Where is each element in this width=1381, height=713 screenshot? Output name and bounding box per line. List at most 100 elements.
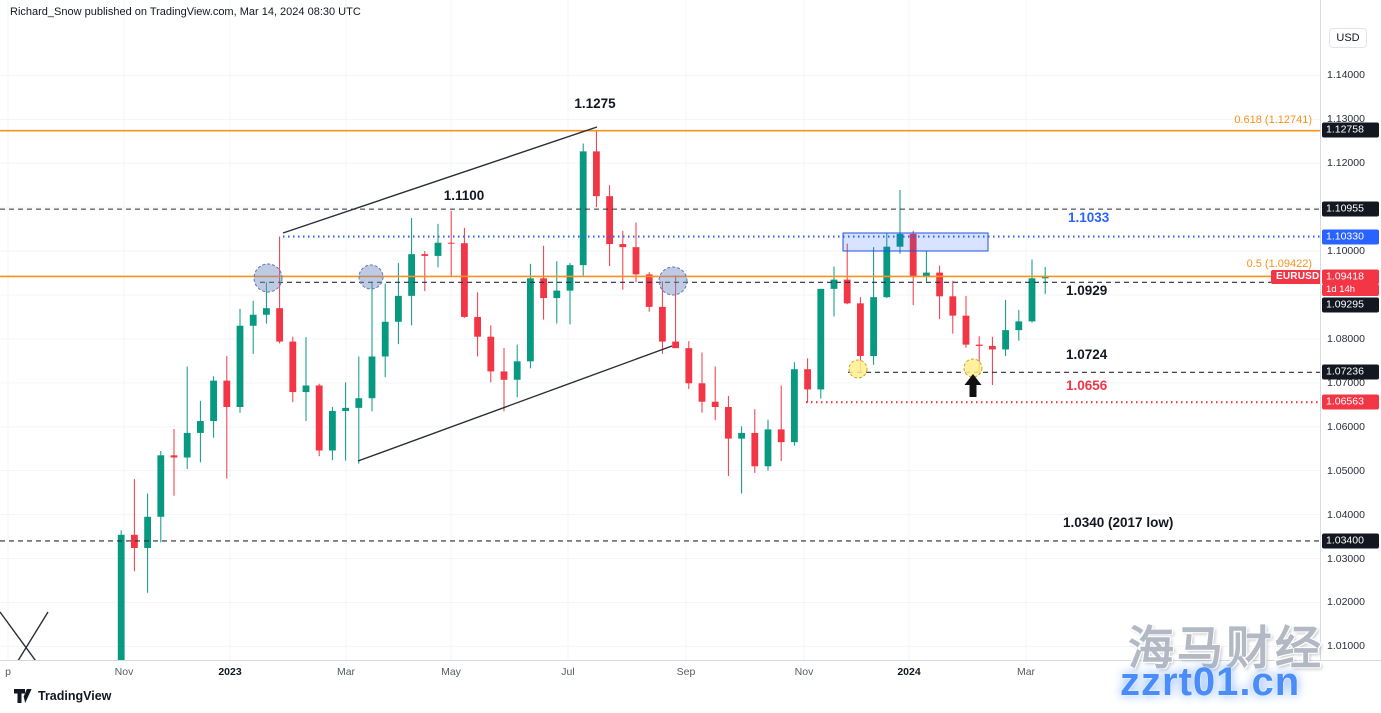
highlight-circle-blue bbox=[658, 266, 688, 296]
candle bbox=[487, 336, 495, 372]
candle bbox=[936, 272, 943, 297]
price-axis-badge: 1.03400 bbox=[1322, 533, 1379, 549]
candle bbox=[632, 247, 640, 275]
price-axis[interactable]: USD 1.14000 1.13000 1.12000 1.10000 1.08000 1… bbox=[1320, 0, 1381, 682]
candle bbox=[962, 315, 970, 345]
candle bbox=[513, 361, 521, 380]
candle bbox=[619, 244, 627, 248]
price-axis-label: 1.08000 bbox=[1327, 332, 1365, 345]
candle bbox=[804, 369, 811, 390]
candle bbox=[249, 314, 257, 326]
corner-trendline-a bbox=[0, 611, 36, 660]
candle bbox=[395, 295, 402, 322]
candle bbox=[672, 341, 679, 349]
candle bbox=[1041, 276, 1049, 279]
time-axis-label: p bbox=[5, 666, 11, 678]
time-axis-label: Mar bbox=[1016, 666, 1036, 678]
price-axis-label: 1.14000 bbox=[1327, 69, 1365, 82]
candle bbox=[711, 401, 719, 407]
candle bbox=[1028, 278, 1036, 322]
candle bbox=[923, 272, 930, 277]
candlestick-chart bbox=[0, 0, 1320, 660]
candle bbox=[896, 233, 904, 247]
price-axis-label: 1.06000 bbox=[1327, 420, 1365, 433]
candle bbox=[144, 516, 151, 548]
chart-canvas[interactable]: EURUSD 1.1275 1.1100 1.1033 1.0929 1.0724 1.0… bbox=[0, 0, 1320, 660]
candle bbox=[223, 380, 231, 407]
candle bbox=[434, 242, 442, 256]
candle bbox=[408, 254, 415, 296]
symbol-price-tag: EURUSD bbox=[1271, 270, 1320, 284]
channel-lower-trendline bbox=[357, 345, 673, 462]
candle bbox=[131, 534, 138, 548]
candle bbox=[329, 410, 336, 451]
candle bbox=[830, 279, 838, 289]
price-axis-label: 1.01000 bbox=[1327, 640, 1365, 653]
currency-toggle-button[interactable]: USD bbox=[1329, 28, 1367, 48]
candle bbox=[276, 308, 283, 342]
price-axis-label: 1.05000 bbox=[1327, 464, 1365, 477]
candle bbox=[342, 407, 349, 411]
price-axis-label: 1.10000 bbox=[1327, 245, 1365, 258]
price-axis-label: 1.13000 bbox=[1327, 113, 1365, 126]
candle bbox=[659, 306, 666, 342]
highlight-circle-blue bbox=[358, 264, 384, 290]
price-axis-label: 1.12000 bbox=[1327, 157, 1365, 170]
candle bbox=[579, 151, 587, 266]
time-axis-label: 2023 bbox=[218, 666, 242, 678]
tradingview-logo-icon bbox=[14, 689, 32, 703]
candle bbox=[236, 325, 244, 407]
candle bbox=[197, 421, 204, 433]
time-axis[interactable]: p Nov 2023 Mar May Jul Sep Nov 2024 Mar bbox=[0, 660, 1381, 682]
candle bbox=[738, 432, 745, 439]
price-axis-badge: 1.09295 bbox=[1322, 297, 1379, 313]
candle bbox=[302, 385, 310, 393]
price-axis-label: 1.02000 bbox=[1327, 596, 1365, 609]
time-axis-label: Nov bbox=[794, 666, 814, 678]
candle bbox=[157, 455, 165, 517]
candle bbox=[645, 274, 653, 307]
candle bbox=[210, 380, 217, 422]
candle bbox=[170, 455, 178, 458]
candle bbox=[421, 254, 429, 256]
watermark-url: zzrt01.cn bbox=[1120, 660, 1301, 704]
candle bbox=[540, 278, 547, 299]
candle bbox=[698, 383, 706, 402]
resistance-zone bbox=[842, 232, 989, 252]
time-axis-label: May bbox=[441, 666, 461, 678]
price-axis-badge: 1.07236 bbox=[1322, 364, 1379, 380]
candle bbox=[527, 278, 534, 362]
candle bbox=[883, 246, 891, 298]
price-axis-label: 1.03000 bbox=[1327, 552, 1365, 565]
tradingview-logo[interactable]: TradingView bbox=[14, 689, 111, 703]
candle bbox=[870, 297, 877, 357]
candle bbox=[975, 344, 983, 346]
tradingview-logo-text: TradingView bbox=[38, 689, 112, 703]
price-axis-badge: 1d 14h bbox=[1322, 284, 1379, 296]
corner-trendline-b bbox=[17, 611, 49, 660]
time-axis-label: Mar bbox=[336, 666, 356, 678]
highlight-circle-yellow bbox=[848, 359, 868, 379]
candle bbox=[843, 279, 851, 304]
candle bbox=[777, 429, 785, 443]
candle bbox=[989, 345, 996, 350]
candle bbox=[474, 316, 481, 337]
channel-upper-trendline bbox=[282, 126, 598, 234]
candle bbox=[381, 321, 389, 357]
candle bbox=[315, 385, 323, 451]
price-axis-badge: 1.10955 bbox=[1322, 201, 1379, 217]
candle bbox=[764, 429, 772, 467]
time-axis-label: Jul bbox=[561, 666, 575, 678]
up-arrow-marker bbox=[964, 374, 982, 397]
candle bbox=[461, 243, 468, 317]
candle bbox=[791, 369, 798, 443]
price-axis-badge: 1.12758 bbox=[1322, 122, 1379, 138]
candle bbox=[368, 356, 376, 399]
candle bbox=[447, 242, 455, 244]
candle bbox=[725, 406, 732, 439]
candle bbox=[817, 288, 825, 390]
price-axis-badge: 1.09418 bbox=[1322, 269, 1379, 285]
price-axis-label: 1.04000 bbox=[1327, 508, 1365, 521]
candle bbox=[685, 348, 693, 384]
candle bbox=[289, 341, 297, 393]
